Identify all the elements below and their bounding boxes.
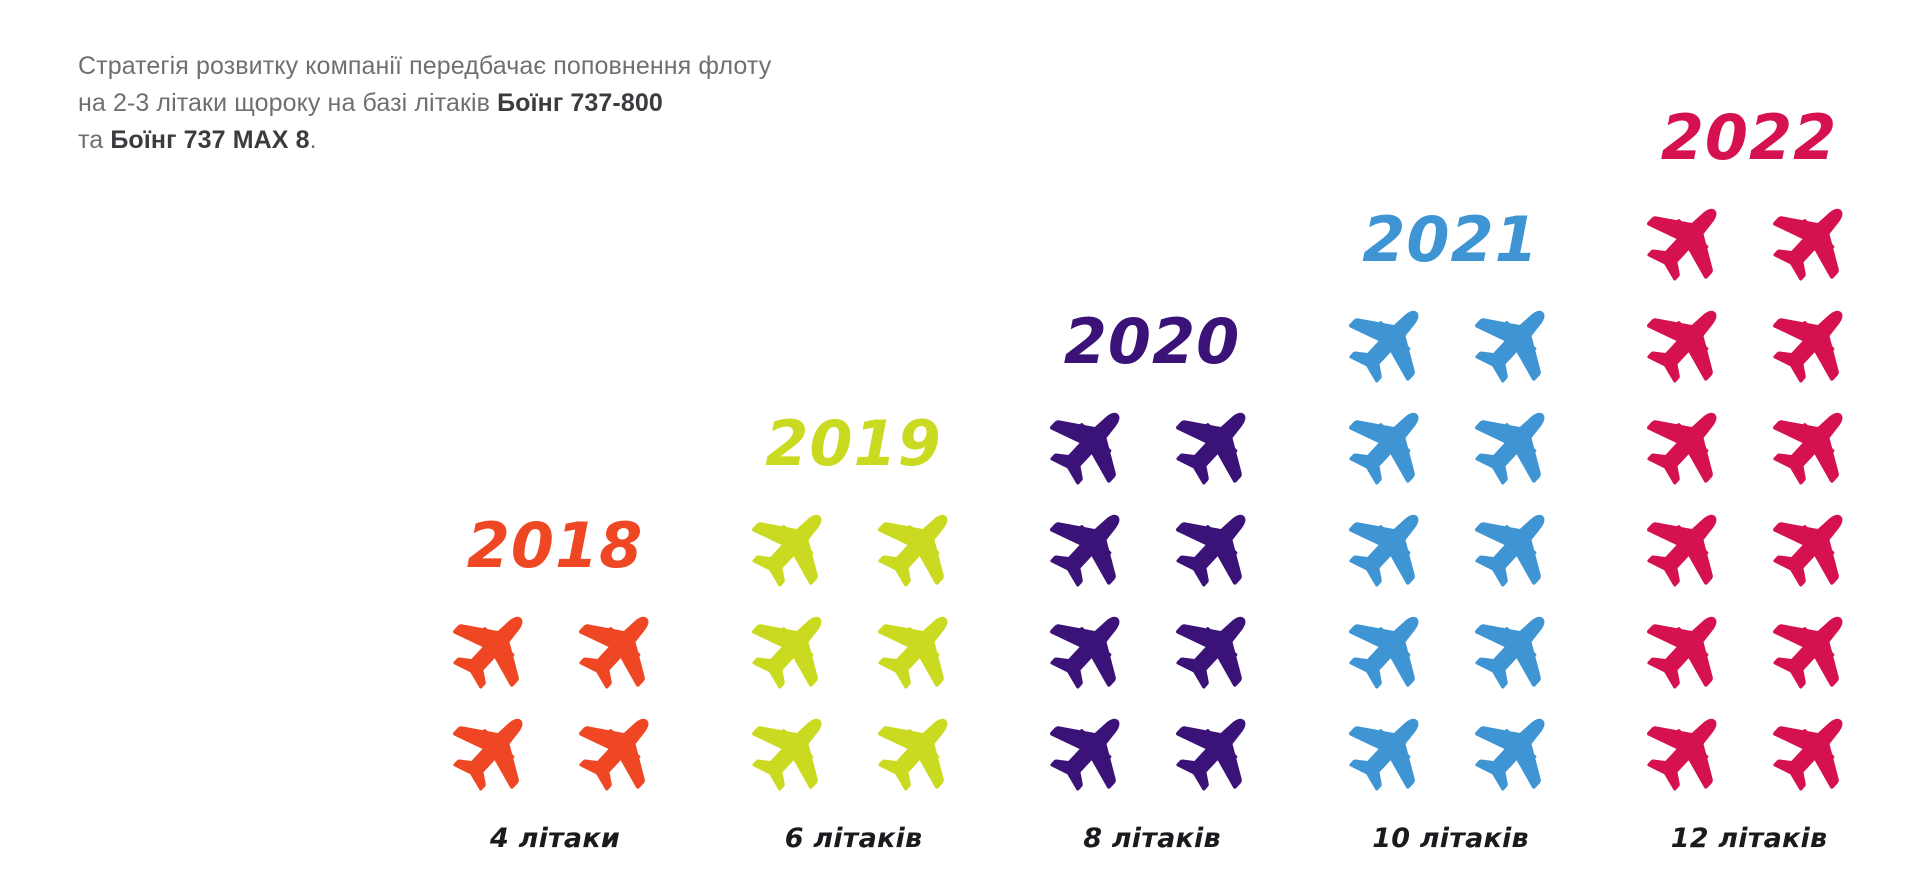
plane-grid-2020 <box>1037 399 1267 797</box>
year-label-2022: 2022 <box>1660 101 1838 174</box>
airplane-icon <box>1037 399 1141 491</box>
intro-line-1: Стратегія розвитку компанії передбачає п… <box>78 52 772 80</box>
airplane-icon <box>1760 603 1864 695</box>
year-column-2020: 2020 8 літаків <box>1017 311 1287 854</box>
count-label-2018: 4 літаки <box>490 823 620 854</box>
airplane-icon <box>865 603 969 695</box>
airplane-icon <box>566 705 670 797</box>
year-label-2021: 2021 <box>1362 203 1539 276</box>
airplane-icon <box>739 501 843 593</box>
airplane-icon <box>1760 399 1864 491</box>
airplane-icon <box>1634 501 1738 593</box>
airplane-icon <box>1163 399 1267 491</box>
airplane-icon <box>1336 603 1440 695</box>
airplane-icon <box>1760 297 1864 389</box>
airplane-icon <box>1163 501 1267 593</box>
airplane-icon <box>865 501 969 593</box>
airplane-icon <box>1037 501 1141 593</box>
intro-line-3-period: . <box>309 126 317 154</box>
plane-grid-2019 <box>739 501 969 797</box>
airplane-icon <box>1462 705 1566 797</box>
airplane-icon <box>1634 195 1738 287</box>
plane-grid-2021 <box>1336 297 1566 797</box>
year-column-2021: 2021 10 літаків <box>1316 209 1586 854</box>
count-label-2020: 8 літаків <box>1083 823 1221 854</box>
airplane-icon <box>1634 399 1738 491</box>
count-label-2019: 6 літаків <box>784 823 923 854</box>
plane-grid-2018 <box>440 603 670 797</box>
fleet-growth-chart: 2018 4 літаки 2019 6 літаків 2020 8 літаків 20… <box>420 28 1884 854</box>
intro-paragraph: Стратегія розвитку компанії передбачає п… <box>78 48 1038 159</box>
airplane-icon <box>1163 603 1267 695</box>
airplane-icon <box>1336 705 1440 797</box>
count-label-2021: 10 літаків <box>1372 823 1529 854</box>
airplane-icon <box>1760 195 1864 287</box>
intro-line-2: на 2-3 літаки щороку на базі літаків Бої… <box>78 85 1038 122</box>
intro-line-2-text: на 2-3 літаки щороку на базі літаків <box>78 89 498 117</box>
airplane-icon <box>1462 501 1566 593</box>
airplane-icon <box>440 603 544 695</box>
airplane-icon <box>1462 603 1566 695</box>
aircraft-model-737-max-8: Боїнг 737 MAX 8 <box>110 126 310 154</box>
airplane-icon <box>1163 705 1267 797</box>
airplane-icon <box>1037 705 1141 797</box>
airplane-icon <box>440 705 544 797</box>
airplane-icon <box>1336 297 1440 389</box>
airplane-icon <box>865 705 969 797</box>
year-label-2019: 2019 <box>765 407 942 480</box>
airplane-icon <box>739 705 843 797</box>
airplane-icon <box>1760 501 1864 593</box>
airplane-icon <box>1462 399 1566 491</box>
airplane-icon <box>1760 705 1864 797</box>
year-column-2018: 2018 4 літаки <box>420 515 690 854</box>
airplane-icon <box>1336 399 1440 491</box>
aircraft-model-737-800: Боїнг 737-800 <box>497 89 663 117</box>
year-column-2019: 2019 6 літаків <box>719 413 989 854</box>
plane-grid-2022 <box>1634 195 1864 797</box>
airplane-icon <box>1634 705 1738 797</box>
airplane-icon <box>1037 603 1141 695</box>
airplane-icon <box>1634 603 1738 695</box>
year-label-2020: 2020 <box>1063 305 1241 378</box>
airplane-icon <box>1336 501 1440 593</box>
count-label-2022: 12 літаків <box>1670 823 1828 854</box>
intro-line-3-text: та <box>78 126 111 154</box>
intro-line-3: та Боїнг 737 MAX 8. <box>78 122 1038 159</box>
airplane-icon <box>739 603 843 695</box>
airplane-icon <box>566 603 670 695</box>
airplane-icon <box>1634 297 1738 389</box>
year-label-2018: 2018 <box>466 509 644 582</box>
airplane-icon <box>1462 297 1566 389</box>
year-column-2022: 2022 12 літаків <box>1614 107 1884 854</box>
